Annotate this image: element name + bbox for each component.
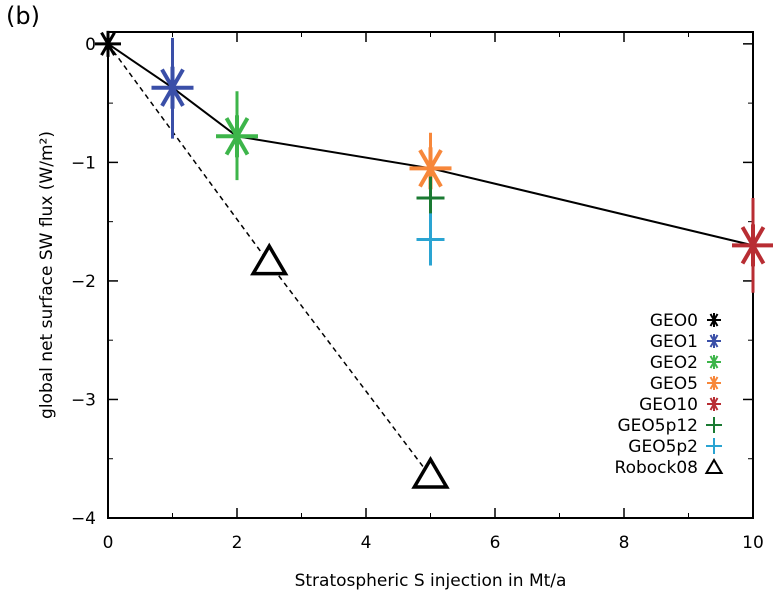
panel-label: (b) [6, 2, 40, 30]
x-tick-label: 8 [619, 533, 630, 553]
legend-label: GEO1 [650, 332, 698, 352]
legend-label: GEO10 [639, 395, 698, 415]
point-robock08 [411, 456, 450, 489]
legend-marker [706, 417, 722, 433]
x-axis-label: Stratospheric S injection in Mt/a [295, 571, 567, 591]
legend-label: GEO2 [650, 353, 698, 373]
point-geo1 [151, 66, 194, 109]
legend-marker [707, 313, 721, 327]
x-tick-label: 4 [361, 533, 372, 553]
x-tick-label: 0 [103, 533, 114, 553]
point-geo5p2 [416, 225, 445, 254]
legend-marker [707, 334, 721, 348]
y-tick-label: −3 [71, 390, 96, 410]
legend-marker [704, 458, 724, 474]
point-geo10 [732, 224, 773, 267]
y-axis-label: global net surface SW flux (W/m²) [37, 131, 57, 419]
legend-marker [707, 397, 721, 411]
point-geo2 [216, 115, 258, 158]
legend-marker [707, 376, 721, 390]
legend-label: GEO0 [650, 311, 698, 331]
x-tick-label: 10 [742, 533, 764, 553]
y-tick-label: −4 [71, 509, 96, 529]
x-tick-label: 2 [232, 533, 243, 553]
x-tick-label: 6 [490, 533, 501, 553]
legend-marker [707, 355, 721, 369]
y-tick-label: −2 [71, 272, 96, 292]
y-tick-label: −1 [71, 153, 96, 173]
legend-marker [706, 438, 722, 454]
legend-label: Robock08 [615, 458, 698, 478]
legend-label: GEO5 [650, 374, 698, 394]
legend-label: GEO5p12 [617, 416, 698, 436]
point-geo0 [95, 30, 121, 57]
point-geo5p12 [416, 183, 445, 212]
legend-label: GEO5p2 [628, 437, 698, 457]
y-tick-label: 0 [85, 35, 96, 55]
point-robock08 [250, 242, 289, 276]
